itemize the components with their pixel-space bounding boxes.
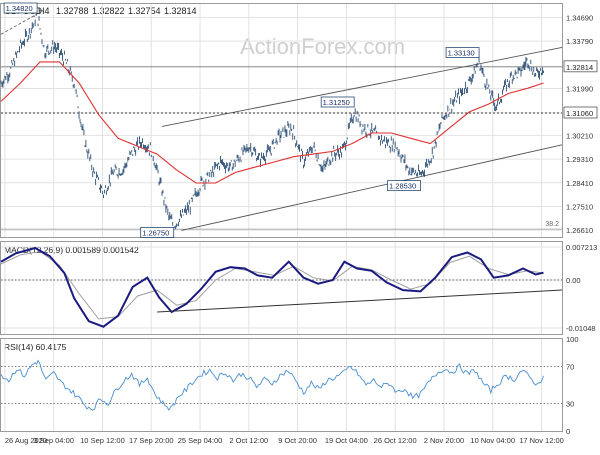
price-y-tick-label: 1.26610 [566,226,593,235]
macd-y-tick-label: 0.007213 [566,243,597,252]
x-tick-label: 25 Sep 04:00 [178,436,223,445]
x-tick-label: 19 Oct 04:00 [325,436,368,445]
support-level-box [563,106,598,119]
price-layer: 38.2 1.34820 1.26750 1.31250 1.28530 1.33130 [0,2,563,238]
price-annotation-label: 1.33130 [448,48,475,57]
early-trend-line [0,13,38,35]
timeframe-label: H4 [38,6,50,16]
macd-label: MACD(12,26,9) 0.001589 0.001542 [4,245,139,255]
price-annotation-label: 1.31250 [323,98,350,107]
x-tick-label: 17 Sep 20:00 [129,436,174,445]
close-value: 1.32814 [164,6,197,16]
x-tick-label: 10 Nov 04:00 [470,436,515,445]
fib-level-label: 38.2 [545,221,559,228]
lower-channel-line [181,144,563,231]
price-annotation-box [320,96,355,108]
x-tick-label: 26 Oct 12:00 [374,436,417,445]
macd-line [0,246,544,328]
price-y-tick-label: 1.31990 [566,85,593,94]
macd-y-tick-label: 0.00 [566,276,581,285]
price-y-tick-label: 1.28410 [566,179,593,188]
price-annotation-label: 1.28530 [389,182,416,191]
price-y-tick-label: 1.27510 [566,202,593,211]
price-annotation-box [445,47,480,58]
open-value: 1.32788 [56,6,89,16]
x-tick-label: 3 Sep 04:00 [33,436,73,445]
x-tick-label: 26 Aug 2020 [5,436,47,445]
x-tick-label: 2 Nov 20:00 [424,436,464,445]
price-annotation-box [387,180,421,192]
price-annotation-label: 1.26750 [142,228,169,237]
rsi-panel-frame [0,338,563,432]
low-value: 1.32754 [128,6,161,16]
rsi-layer [0,359,562,411]
macd-layer [0,246,563,328]
moving-average-line [0,61,544,184]
high-value: 1.32822 [92,6,125,16]
price-panel-frame [0,3,563,238]
price-annotation-box [140,227,175,238]
upper-channel-line [161,46,563,127]
price-y-tick-label: 1.33790 [566,37,593,46]
rsi-y-tick-label: 100 [566,335,579,344]
panel-frames [0,3,563,432]
macd-panel-frame [0,241,563,335]
price-y-tick-label: 1.30210 [566,131,593,140]
price-annotation-label: 1.34820 [6,4,33,13]
price-y-tick-label: 1.34690 [566,13,593,22]
macd-trendline [157,289,563,313]
price-y-tick-label: 1.29310 [566,155,593,164]
watermark-text: ActionForex.com [240,34,405,59]
x-tick-label: 9 Oct 20:00 [278,436,317,445]
last-price-box [563,60,598,73]
rsi-y-tick-label: 30 [566,399,574,408]
last-price-label: 1.32814 [566,63,593,72]
rsi-line [0,359,544,411]
x-tick-label: 2 Oct 12:00 [229,436,268,445]
x-tick-label: 10 Sep 12:00 [80,436,125,445]
rsi-y-tick-label: 70 [566,363,574,372]
rsi-label: RSI(14) 60.4175 [4,342,67,352]
support-level-label: 1.31060 [566,109,593,118]
x-tick-label: 17 Nov 12:00 [519,436,564,445]
macd-y-tick-label: -0.01048 [566,324,596,333]
rsi-y-tick-label: 0 [566,427,570,436]
price-annotation-box [3,2,38,14]
